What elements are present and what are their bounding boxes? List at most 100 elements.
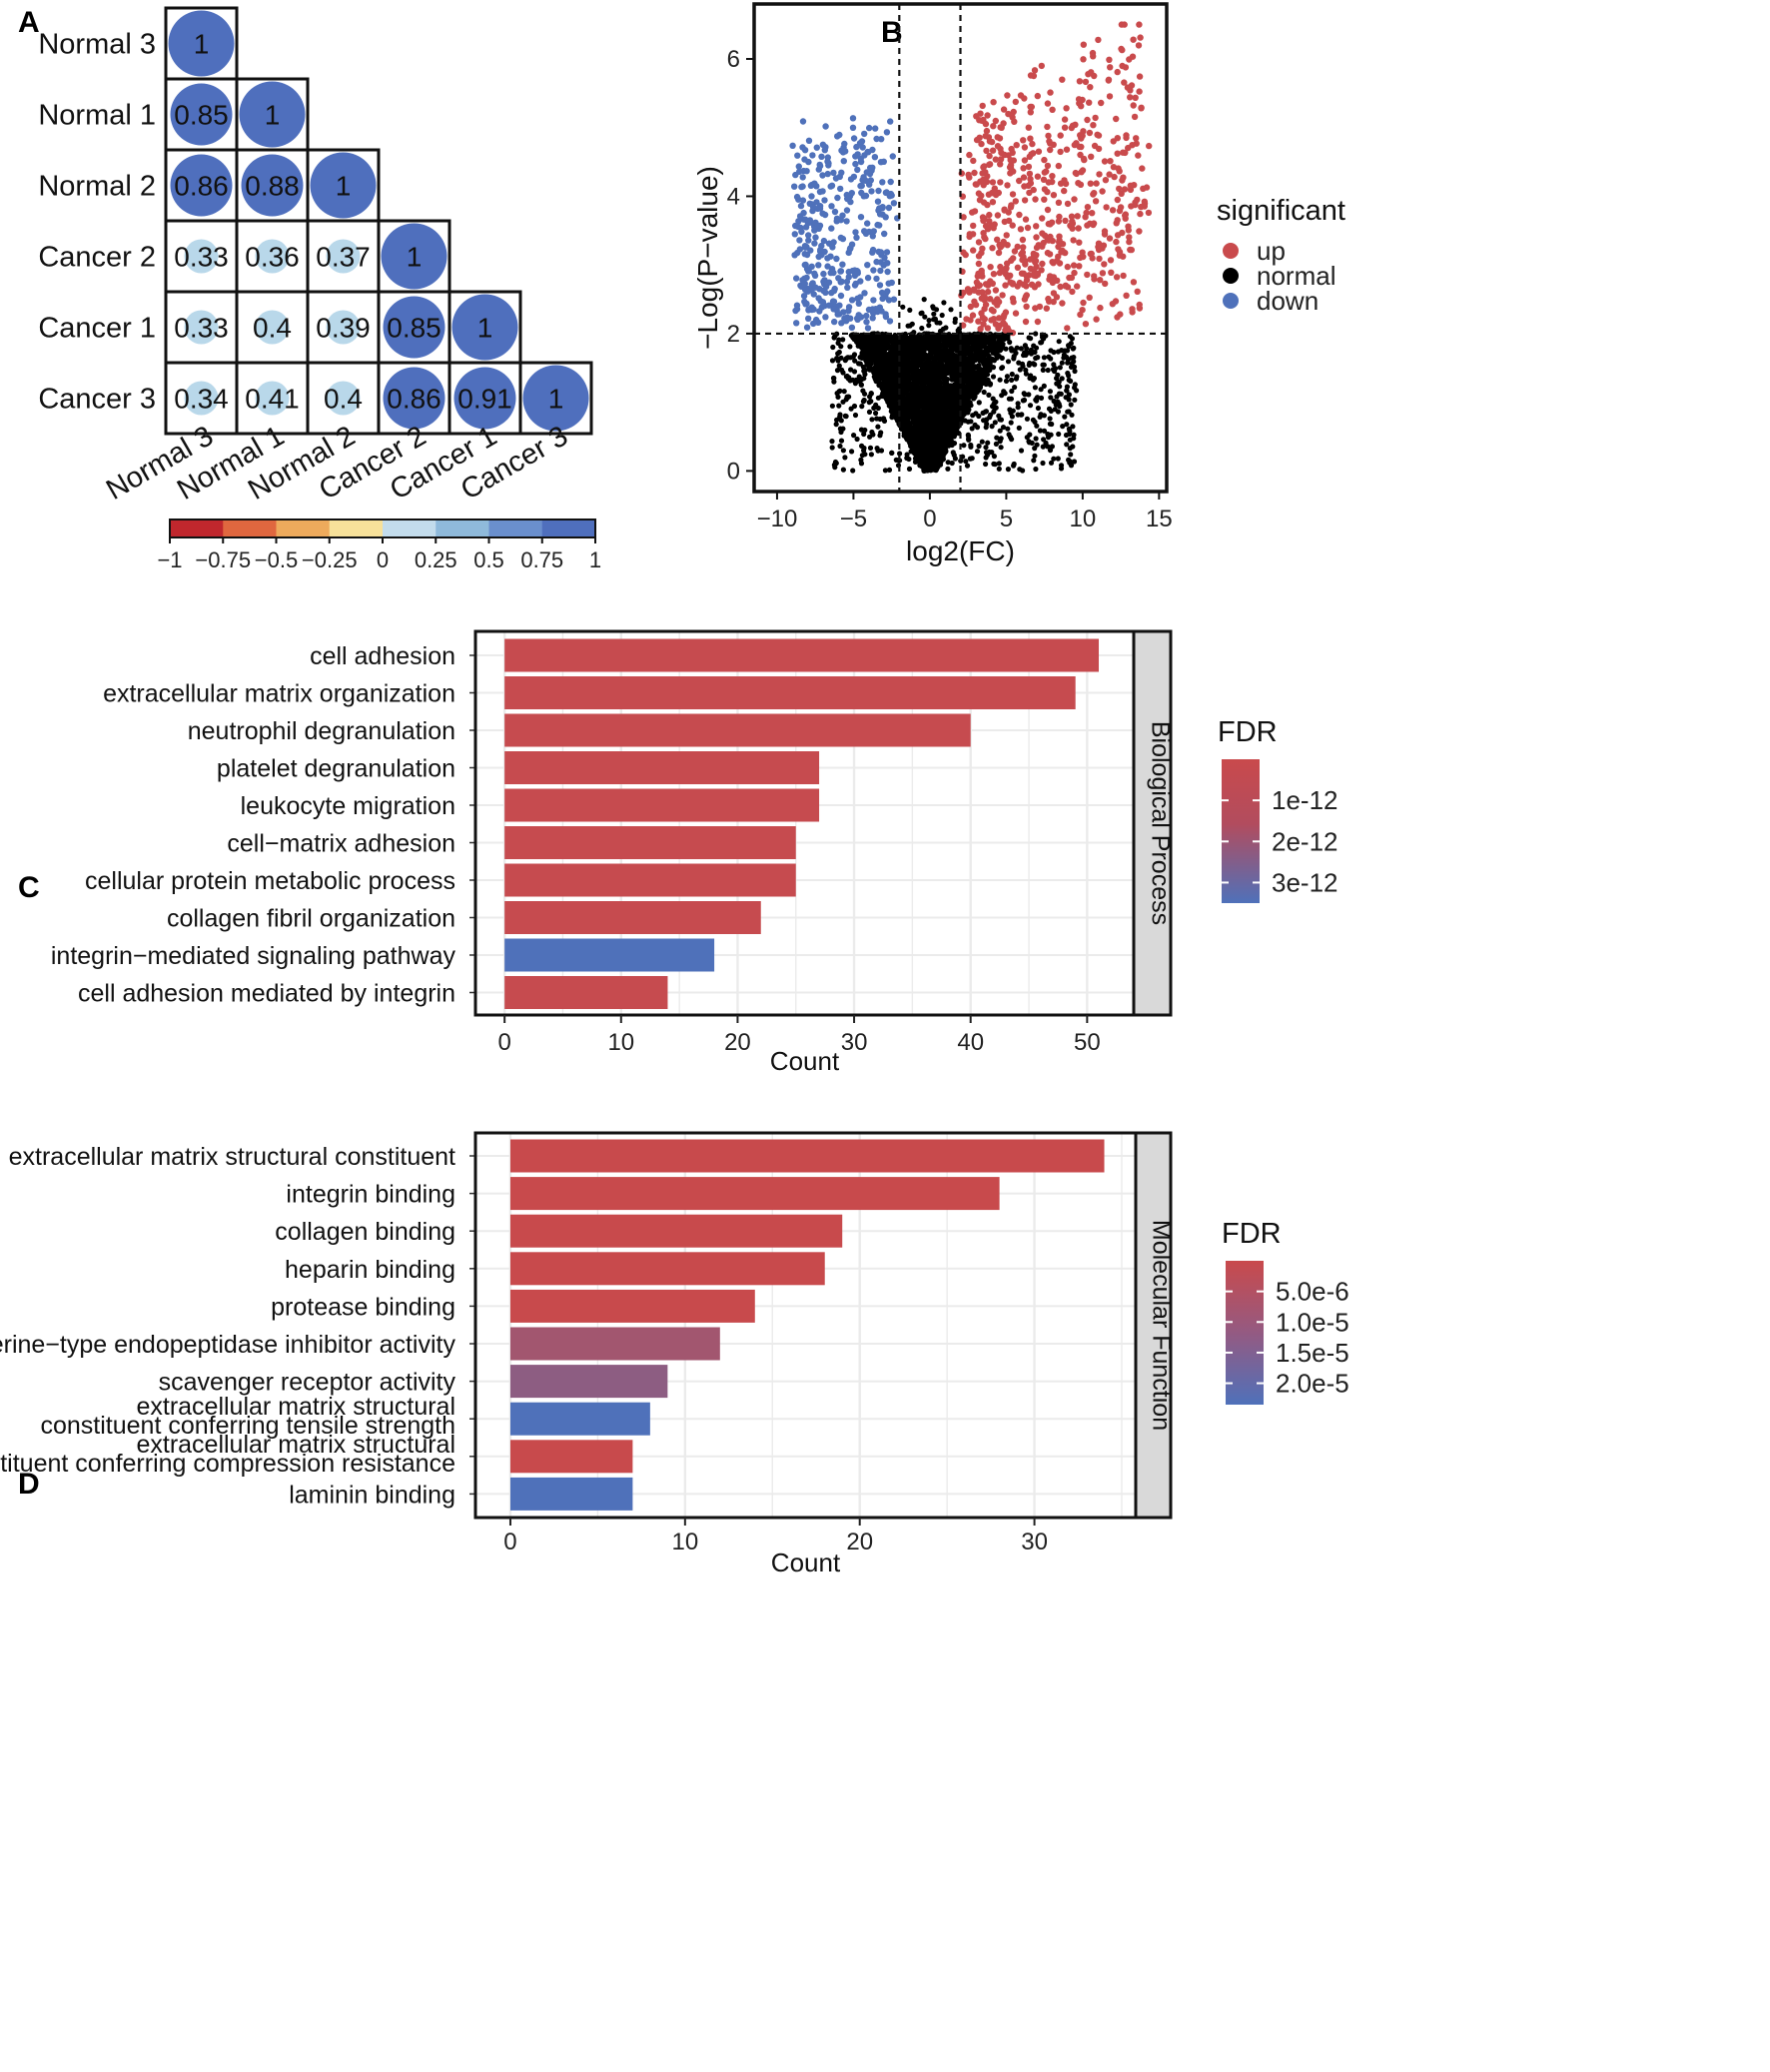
volcano-point-normal [946,443,952,449]
volcano-point-normal [936,456,942,462]
volcano-point-normal [885,345,891,351]
volcano-point-up [1088,69,1095,76]
volcano-point-normal [889,367,895,373]
volcano-point-up [1071,196,1078,203]
correlation-circle [451,294,518,361]
volcano-point-up [1021,157,1029,164]
volcano-point-up [1084,116,1091,124]
volcano-point-normal [1047,448,1054,454]
volcano-point-normal [900,304,906,310]
volcano-point-normal [1004,374,1011,380]
volcano-point-up [1034,92,1042,100]
volcano-point-normal [966,407,972,413]
volcano-point-normal [1071,436,1077,442]
volcano-point-normal [1018,448,1025,454]
volcano-point-normal [1009,388,1015,395]
volcano-point-up [1084,204,1092,211]
volcano-point-up [1002,282,1009,289]
volcano-point-normal [875,424,881,430]
volcano-point-normal [835,394,841,400]
volcano-point-normal [940,326,947,332]
volcano-point-up [1118,21,1126,28]
volcano-point-normal [851,352,858,358]
volcano-point-up [1050,192,1058,199]
correlation-value: 0.85 [387,313,442,344]
volcano-point-normal [842,413,848,419]
volcano-point-normal [1066,409,1072,415]
volcano-point-up [1007,162,1015,169]
volcano-point-normal [848,367,854,373]
row-label-normal-3: Normal 3 [38,29,156,61]
volcano-point-normal [1021,352,1027,359]
volcano-point-up [1136,88,1143,95]
volcano-point-normal [984,421,990,427]
volcano-point-up [1114,314,1121,321]
correlation-circle [241,154,304,217]
volcano-point-normal [1021,397,1028,404]
volcano-point-normal [948,427,954,433]
volcano-point-up [1096,255,1103,263]
volcano-point-normal [922,343,928,349]
colorbar-segment [383,519,437,537]
volcano-point-normal [930,335,936,341]
volcano-point-up [1075,96,1083,103]
row-label-normal-2: Normal 2 [38,171,156,203]
correlation-circle [255,239,290,274]
volcano-point-up [1101,228,1109,235]
volcano-point-up [1106,93,1114,100]
volcano-point-normal [930,464,936,470]
volcano-point-normal [936,422,942,428]
volcano-point-normal [916,353,923,359]
volcano-point-up [1056,233,1063,240]
volcano-point-normal [913,341,919,347]
volcano-point-up [980,321,987,328]
volcano-point-up [986,152,993,160]
volcano-point-up [1093,316,1100,323]
volcano-point-normal [1029,440,1035,446]
volcano-point-normal [889,450,895,456]
volcano-point-normal [945,460,951,466]
volcano-point-normal [901,405,907,411]
volcano-point-normal [829,439,835,445]
colorbar-tick-label: 1 [589,547,601,572]
volcano-point-normal [876,338,882,344]
volcano-point-normal [1047,416,1053,422]
volcano-point-normal [988,412,994,418]
volcano-point-normal [1032,453,1038,459]
volcano-point-normal [1056,431,1062,438]
volcano-point-normal [917,455,923,461]
volcano-point-normal [927,368,933,374]
volcano-point-normal [928,344,934,350]
volcano-point-up [1080,155,1088,163]
volcano-point-up [1061,124,1069,131]
colorbar-segment [541,519,596,537]
correlation-value: 1 [477,313,493,344]
volcano-point-up [1080,56,1087,63]
volcano-point-up [1092,198,1100,205]
volcano-point-normal [895,338,901,344]
volcano-point-normal [908,444,914,450]
volcano-point-up [1064,200,1072,208]
correlation-value: 1 [336,171,352,202]
volcano-point-up [1109,207,1117,214]
volcano-point-normal [841,389,847,395]
volcano-point-up [1078,143,1085,151]
volcano-point-up [965,171,972,179]
volcano-point-normal [1019,412,1025,418]
volcano-point-normal [860,399,867,405]
volcano-point-up [1135,42,1143,49]
volcano-point-normal [859,404,865,410]
volcano-point-normal [1072,368,1078,375]
volcano-point-up [1020,165,1027,172]
volcano-point-normal [888,403,894,409]
volcano-point-normal [970,393,976,399]
volcano-point-up [1007,157,1014,164]
volcano-point-normal [1020,364,1026,370]
volcano-point-normal [997,417,1003,423]
volcano-point-up [1027,256,1034,263]
volcano-point-up [994,212,1002,219]
volcano-point-normal [1024,416,1030,422]
volcano-point-up [1113,274,1121,281]
volcano-point-normal [1068,463,1075,469]
volcano-point-up [984,288,992,296]
